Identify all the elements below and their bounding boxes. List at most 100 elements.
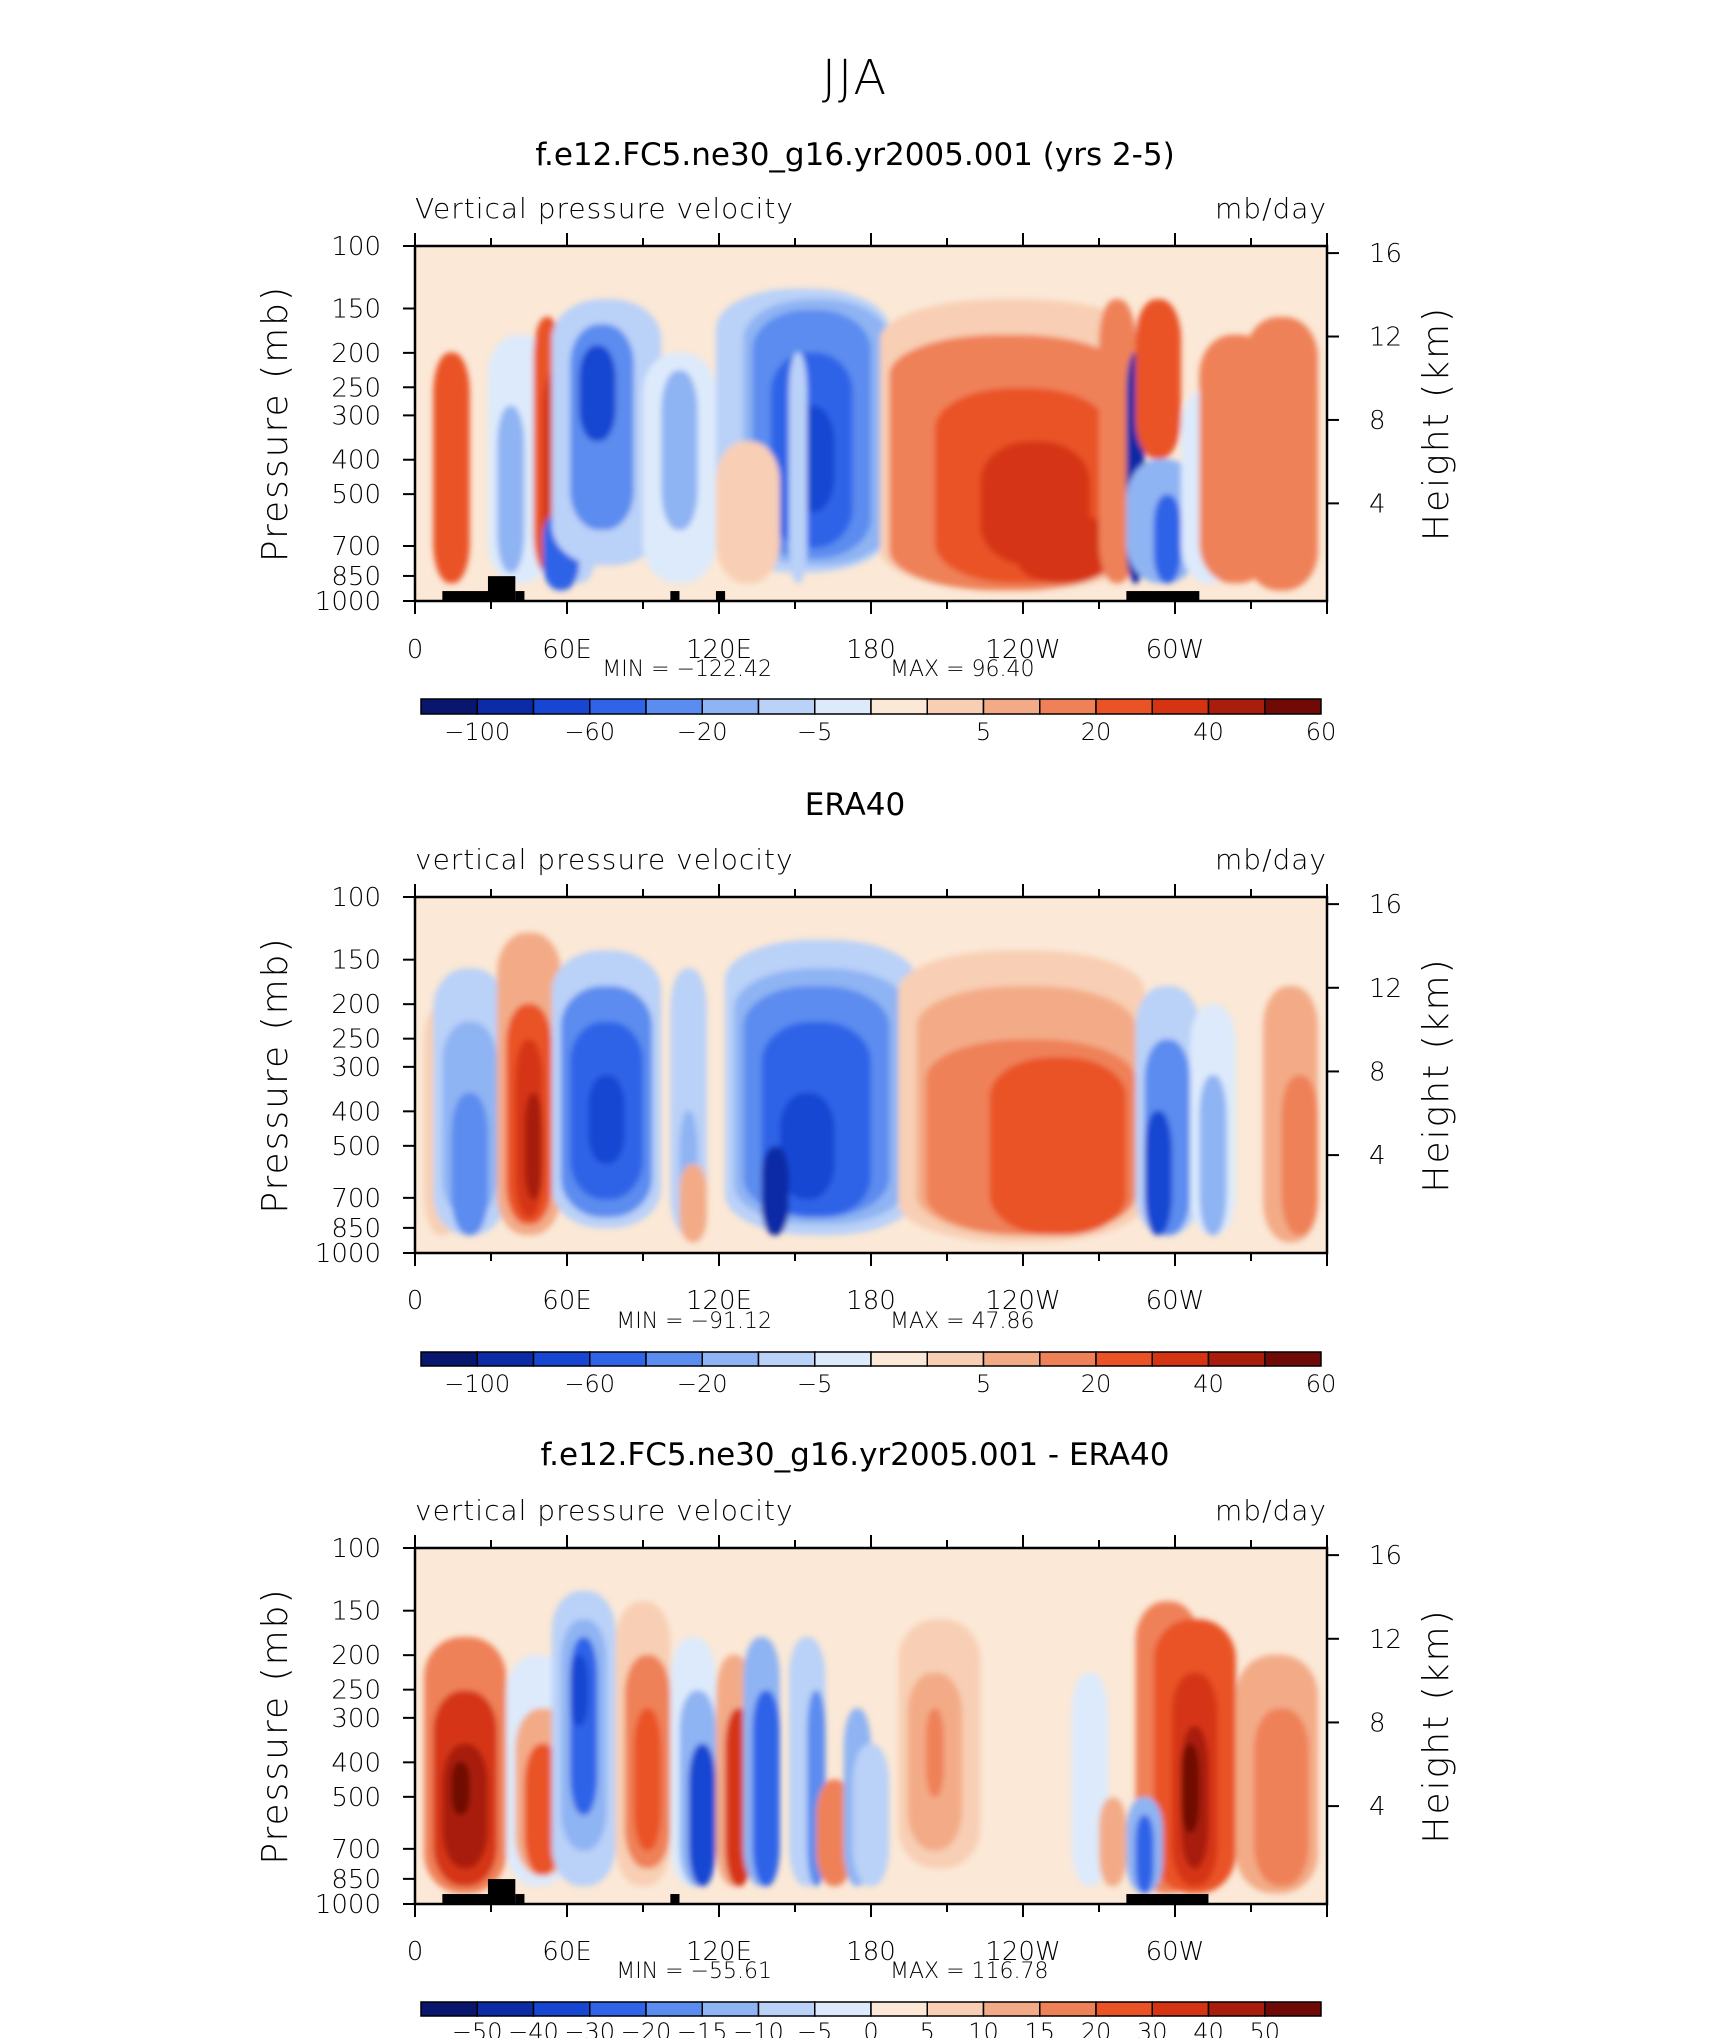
y-tick-label: 1000 — [315, 587, 381, 617]
colorbar-swatch — [1264, 2001, 1322, 2017]
y-tick-label: 200 — [331, 1641, 381, 1671]
contour-region — [688, 1743, 716, 1887]
contour-region — [788, 352, 808, 584]
colorbar-label: 10 — [968, 2018, 999, 2038]
colorbar-label: −100 — [444, 1370, 510, 1398]
colorbar-label: −20 — [677, 1370, 728, 1398]
left-string: vertical pressure velocity — [415, 843, 794, 876]
min-label: MIN = −122.42 — [602, 657, 772, 682]
y-tick-label: 500 — [331, 1783, 381, 1813]
colorbar-swatch — [1095, 1351, 1153, 1367]
x-tick-label: 120W — [985, 1286, 1060, 1316]
colorbar-swatch — [645, 2001, 703, 2017]
y2-tick-label: 16 — [1369, 1541, 1402, 1571]
colorbar-swatch — [1039, 2001, 1097, 2017]
colorbar-swatch — [926, 2001, 985, 2017]
y-tick-label: 850 — [331, 1214, 381, 1244]
y2-tick-label: 4 — [1369, 1141, 1386, 1171]
y-tick-label: 300 — [331, 401, 381, 431]
colorbar-swatch — [1207, 2001, 1266, 2017]
colorbar-label: −20 — [621, 2018, 672, 2038]
y-tick-label: 200 — [331, 990, 381, 1020]
contour-region — [497, 405, 525, 573]
colorbar-label: 20 — [1081, 2018, 1112, 2038]
colorbar-label: 40 — [1193, 1370, 1224, 1398]
colorbar-label: 50 — [1249, 2018, 1280, 2038]
x-tick-label: 180 — [846, 1937, 896, 1967]
y-tick-label: 200 — [331, 339, 381, 369]
x-tick-label: 60W — [1146, 1937, 1205, 1967]
y2-tick-label: 12 — [1369, 974, 1402, 1004]
contour-region — [1153, 494, 1182, 584]
topography-mask — [442, 1894, 507, 1904]
contour-region — [1099, 1797, 1127, 1887]
colorbar-label: −5 — [797, 1370, 832, 1398]
x-tick-label: 120W — [985, 1937, 1060, 1967]
y2-tick-label: 16 — [1369, 239, 1402, 269]
colorbar-swatch — [1151, 698, 1210, 715]
x-tick-label: 120E — [686, 1286, 752, 1316]
y-tick-label: 400 — [331, 1097, 381, 1127]
colorbar-swatch — [701, 2001, 760, 2017]
colorbar-swatch — [589, 1351, 647, 1367]
colorbar-swatch — [1095, 2001, 1153, 2017]
colorbar-label: −5 — [797, 718, 832, 746]
contour-field — [433, 288, 1318, 591]
contour-region — [1135, 299, 1182, 459]
colorbar-swatch — [420, 698, 478, 715]
colorbar-swatch — [926, 698, 985, 715]
max-label: MAX = 96.40 — [890, 657, 1035, 682]
colorbar-label: −50 — [452, 2018, 503, 2038]
colorbar-label: 5 — [920, 2018, 935, 2038]
colorbar-swatch — [645, 698, 703, 715]
colorbar-swatch — [476, 698, 535, 715]
contour-region — [1016, 512, 1109, 584]
contour-region — [761, 1146, 789, 1236]
y-tick-label: 300 — [331, 1704, 381, 1734]
min-label: MIN = −91.12 — [616, 1309, 772, 1334]
x-tick-label: 60E — [542, 1286, 592, 1316]
colorbar-swatch — [589, 2001, 647, 2017]
colorbar-swatch — [1207, 1351, 1266, 1367]
y-axis-title: Pressure (mb) — [255, 936, 296, 1213]
y-tick-label: 1000 — [315, 1890, 381, 1920]
colorbar-swatch — [814, 698, 872, 715]
colorbar-label: 5 — [976, 1370, 991, 1398]
x-tick-label: 120E — [686, 635, 752, 665]
y2-tick-label: 16 — [1369, 890, 1402, 920]
colorbar-label: 20 — [1081, 718, 1112, 746]
colorbar-swatch — [645, 1351, 703, 1367]
colorbar-label: −5 — [797, 2018, 832, 2038]
contour-region — [752, 1690, 780, 1887]
colorbar-swatch — [814, 1351, 872, 1367]
contour-region — [451, 1761, 470, 1815]
contour-region — [779, 1092, 835, 1200]
x-tick-label: 60E — [542, 635, 592, 665]
colorbar-label: 5 — [976, 718, 991, 746]
topography-mask — [670, 1894, 680, 1904]
colorbar-swatch — [926, 1351, 985, 1367]
left-string: Vertical pressure velocity — [415, 192, 794, 225]
x-tick-label: 180 — [846, 635, 896, 665]
topography-mask — [1126, 591, 1200, 601]
contour-region — [570, 1654, 589, 1726]
colorbar-label: 40 — [1193, 718, 1224, 746]
colorbar-label: 15 — [1024, 2018, 1055, 2038]
y-tick-label: 850 — [331, 1865, 381, 1895]
colorbar-label: −10 — [733, 2018, 784, 2038]
y-tick-label: 700 — [331, 532, 381, 562]
colorbar-swatch — [701, 1351, 760, 1367]
contour-region — [925, 1708, 944, 1798]
y-tick-label: 150 — [331, 1597, 381, 1627]
x-tick-label: 120W — [985, 635, 1060, 665]
y-tick-label: 100 — [331, 883, 381, 913]
y-tick-label: 400 — [331, 1748, 381, 1778]
contour-region — [1281, 1075, 1318, 1236]
topography-mask — [487, 576, 516, 601]
left-string: vertical pressure velocity — [415, 1494, 794, 1527]
contour-field — [424, 932, 1318, 1243]
colorbar-swatch — [420, 2001, 478, 2017]
contour-region — [433, 352, 470, 584]
max-label: MAX = 116.78 — [890, 1959, 1049, 1984]
